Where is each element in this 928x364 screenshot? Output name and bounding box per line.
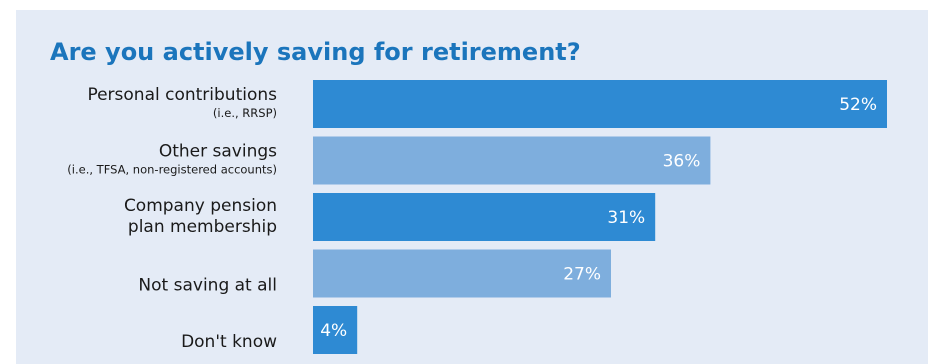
bar-4 <box>313 306 358 354</box>
bars-group: 52% 36% 31% 27% 4% <box>313 80 887 354</box>
data-label-2: 31% <box>607 208 645 228</box>
category-label-1: Other savings <box>159 142 277 162</box>
bar-2 <box>313 193 656 241</box>
category-sublabel-0: (i.e., RRSP) <box>213 106 277 120</box>
category-labels-group: Personal contributions(i.e., RRSP) Other … <box>67 85 277 352</box>
category-label-2-line-0: Company pension <box>124 196 277 216</box>
chart-title: Are you actively saving for retirement? <box>50 38 581 66</box>
category-label-2-line-1: plan membership <box>128 217 277 237</box>
category-label-3: Not saving at all <box>138 276 277 296</box>
category-label-4: Don't know <box>181 332 277 352</box>
bar-3 <box>313 249 611 298</box>
data-label-0: 52% <box>839 95 877 115</box>
category-label-0: Personal contributions <box>87 85 277 105</box>
bar-1 <box>313 136 711 185</box>
bar-0 <box>313 80 887 128</box>
data-label-4: 4% <box>320 321 347 341</box>
category-sublabel-1: (i.e., TFSA, non-registered accounts) <box>67 163 277 177</box>
data-label-3: 27% <box>563 265 601 285</box>
data-label-1: 36% <box>663 152 701 172</box>
chart-panel <box>16 10 928 364</box>
